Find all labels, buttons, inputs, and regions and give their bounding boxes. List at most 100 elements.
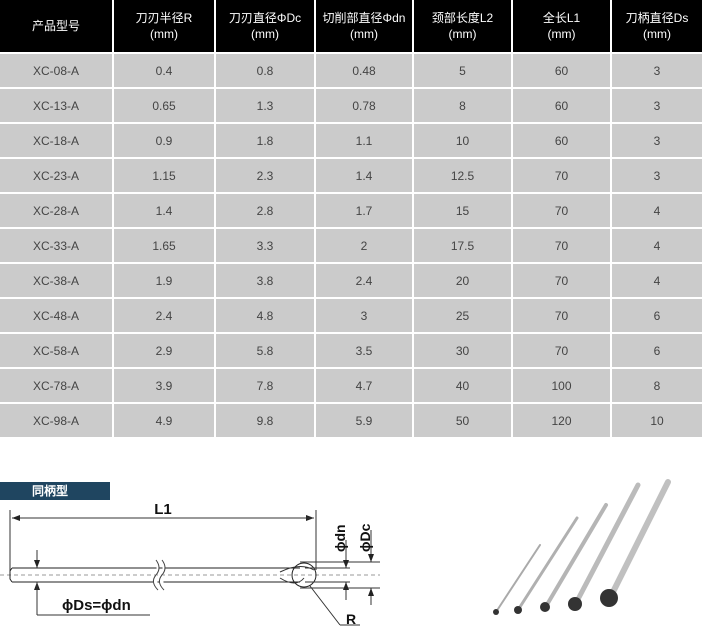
table-cell: 2 [314,227,413,263]
column-header: 产品型号 [0,0,113,53]
table-cell: 1.65 [112,227,215,263]
table-cell: XC-48-A [0,297,113,333]
header-text: 刀刃半径R [135,11,193,25]
table-cell: XC-38-A [0,262,113,298]
table-cell: 12.5 [412,157,512,193]
header-text: 全长L1 [542,11,581,25]
table-cell: 0.4 [112,52,215,88]
table-cell: 10 [412,122,512,158]
section-banner: 同柄型 [0,482,110,500]
dn-label: ϕdn [332,524,348,552]
table-cell: XC-08-A [0,52,113,88]
table-cell: XC-28-A [0,192,113,228]
table-cell: 20 [412,262,512,298]
table-cell: 3.9 [112,367,215,403]
header-text: (mm) [251,27,279,41]
table-cell: 3 [610,87,702,123]
table-cell: 30 [412,332,512,368]
table-cell: 50 [412,402,512,437]
table-cell: XC-13-A [0,87,113,123]
table-cell: 1.1 [314,122,413,158]
table-cell: 3 [610,122,702,158]
header-text: 刀柄直径Ds [625,11,689,25]
table-cell: XC-78-A [0,367,113,403]
table-cell: 2.3 [214,157,315,193]
table-cell: XC-58-A [0,332,113,368]
table-cell: 2.9 [112,332,215,368]
table-cell: 0.48 [314,52,413,88]
table-cell: 0.8 [214,52,315,88]
column-header: 全长L1 (mm) [511,0,611,53]
header-text: (mm) [448,27,477,41]
table-cell: 0.78 [314,87,413,123]
table-cell: XC-33-A [0,227,113,263]
table-cell: 25 [412,297,512,333]
table-cell: 2.4 [314,262,413,298]
r-label: R [346,611,356,627]
table-row: XC-08-A 0.4 0.8 0.48 5 60 3 [0,52,702,88]
table-cell: 4.7 [314,367,413,403]
table-row: XC-48-A 2.4 4.8 3 25 70 6 [0,297,702,333]
table-cell: 0.65 [112,87,215,123]
table-cell: 4 [610,262,702,298]
table-row: XC-28-A 1.4 2.8 1.7 15 70 4 [0,192,702,228]
table-cell: XC-98-A [0,402,113,437]
table-cell: 1.9 [112,262,215,298]
table-cell: 4 [610,192,702,228]
table-row: XC-38-A 1.9 3.8 2.4 20 70 4 [0,262,702,298]
header-text: (mm) [150,27,178,41]
table-cell: 7.8 [214,367,315,403]
table-cell: 70 [511,332,611,368]
table-cell: XC-18-A [0,122,113,158]
spec-table: 产品型号 刀刃半径R (mm) 刀刃直径ΦDc (mm) 切削部直径Φdn (mm) 颈部长度… [0,0,702,437]
table-cell: 60 [511,122,611,158]
l1-label: L1 [154,501,172,518]
table-cell: 1.7 [314,192,413,228]
header-text: 刀刃直径ΦDc [228,11,302,25]
table-cell: 2.8 [214,192,315,228]
column-header: 颈部长度L2 (mm) [412,0,512,53]
table-cell: XC-23-A [0,157,113,193]
header-text: 产品型号 [31,19,80,33]
table-row: XC-23-A 1.15 2.3 1.4 12.5 70 3 [0,157,702,193]
table-row: XC-98-A 4.9 9.8 5.9 50 120 10 [0,402,702,437]
tool-photo [493,479,671,615]
table-cell: 4.9 [112,402,215,437]
table-cell: 5.9 [314,402,413,437]
table-cell: 6 [610,332,702,368]
table-cell: 2.4 [112,297,215,333]
header-text: 切削部直径Φdn [322,11,406,25]
table-row: XC-78-A 3.9 7.8 4.7 40 100 8 [0,367,702,403]
table-cell: 3.8 [214,262,315,298]
table-cell: 3 [610,157,702,193]
table-cell: 70 [511,227,611,263]
table-cell: 70 [511,192,611,228]
table-row: XC-58-A 2.9 5.8 3.5 30 70 6 [0,332,702,368]
table-cell: 15 [412,192,512,228]
table-cell: 1.4 [112,192,215,228]
table-cell: 8 [610,367,702,403]
table-cell: 4 [610,227,702,263]
header-text: (mm) [547,27,576,41]
table-cell: 1.15 [112,157,215,193]
table-cell: 60 [511,52,611,88]
table-row: XC-13-A 0.65 1.3 0.78 8 60 3 [0,87,702,123]
column-header: 刀刃半径R (mm) [112,0,215,53]
table-cell: 8 [412,87,512,123]
table-cell: 9.8 [214,402,315,437]
table-cell: 6 [610,297,702,333]
table-cell: 17.5 [412,227,512,263]
table-cell: 1.8 [214,122,315,158]
table-cell: 1.3 [214,87,315,123]
table-cell: 5 [412,52,512,88]
table-cell: 1.4 [314,157,413,193]
table-cell: 70 [511,297,611,333]
table-cell: 60 [511,87,611,123]
table-cell: 100 [511,367,611,403]
table-cell: 3.3 [214,227,315,263]
header-row: 产品型号 刀刃半径R (mm) 刀刃直径ΦDc (mm) 切削部直径Φdn (mm) 颈部长度… [0,0,702,53]
table-cell: 5.8 [214,332,315,368]
table-cell: 70 [511,262,611,298]
table-cell: 70 [511,157,611,193]
dc-label: ϕDc [357,523,373,552]
